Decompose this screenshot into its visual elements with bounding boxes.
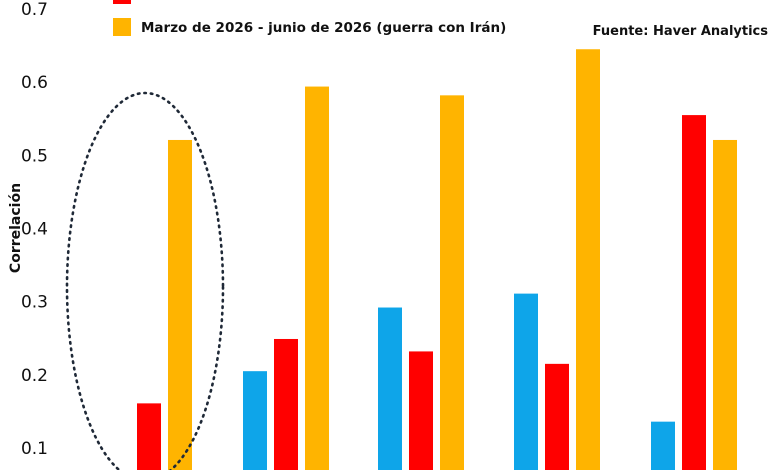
- bar-series-1-cat-4: [514, 293, 538, 470]
- bar-series-2-cat-1: [137, 403, 161, 470]
- bar-series-1-cat-5: [651, 421, 675, 470]
- bar-series-2-cat-4: [545, 363, 569, 470]
- bar-series-3-cat-5: [713, 139, 737, 470]
- legend-swatch-red: [113, 0, 131, 4]
- bar-series-3-cat-1: [168, 139, 192, 470]
- bar-series-2-cat-3: [409, 351, 433, 470]
- bars: [137, 49, 737, 470]
- annotations: [65, 91, 225, 470]
- bar-series-3-cat-3: [440, 95, 464, 470]
- highlight-ellipse: [65, 91, 225, 470]
- y-tick-label: 0.6: [21, 73, 48, 93]
- y-tick-label: 0.5: [21, 146, 48, 166]
- y-tick-label: 0.3: [21, 293, 48, 313]
- y-tick-label: 0.1: [21, 439, 48, 459]
- y-tick-label: 0.4: [21, 220, 48, 240]
- bar-series-3-cat-2: [305, 86, 329, 470]
- bar-series-2-cat-2: [274, 338, 298, 470]
- y-tick-label: 0.7: [21, 0, 48, 20]
- y-axis: 0.1 0.2 0.3 0.4 0.5 0.6 0.7: [21, 0, 48, 459]
- bar-series-1-cat-2: [243, 371, 267, 470]
- source-note: Fuente: Haver Analytics: [593, 24, 769, 39]
- y-axis-title: Correlación: [8, 183, 24, 273]
- bar-series-3-cat-4: [576, 49, 600, 470]
- legend: Marzo de 2026 - junio de 2026 (guerra co…: [113, 0, 768, 39]
- bar-series-2-cat-5: [682, 115, 706, 470]
- legend-swatch-yellow: [113, 18, 131, 36]
- y-tick-label: 0.2: [21, 366, 48, 386]
- bar-series-1-cat-3: [378, 307, 402, 470]
- legend-label-yellow: Marzo de 2026 - junio de 2026 (guerra co…: [141, 20, 506, 36]
